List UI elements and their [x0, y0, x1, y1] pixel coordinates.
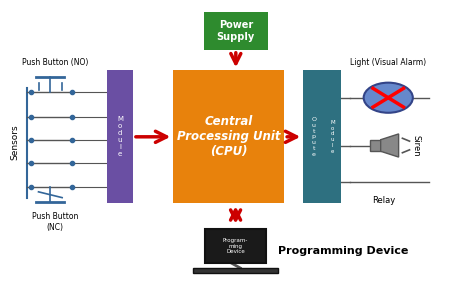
- Text: Light (Visual Alarm): Light (Visual Alarm): [350, 58, 426, 67]
- Text: M
o
d
u
l
e: M o d u l e: [330, 120, 335, 154]
- Text: M
o
d
u
l
e: M o d u l e: [117, 116, 123, 157]
- Text: Relay: Relay: [372, 196, 395, 205]
- Text: Sensors: Sensors: [10, 125, 19, 160]
- Text: Siren: Siren: [412, 135, 421, 156]
- Text: Central
Processing Unit
(CPU): Central Processing Unit (CPU): [177, 115, 281, 158]
- FancyBboxPatch shape: [204, 12, 268, 50]
- Text: Program-
ming
Device: Program- ming Device: [223, 238, 248, 254]
- FancyBboxPatch shape: [107, 70, 133, 203]
- Polygon shape: [193, 268, 278, 273]
- FancyBboxPatch shape: [370, 140, 381, 151]
- FancyBboxPatch shape: [173, 70, 284, 203]
- FancyBboxPatch shape: [324, 70, 341, 203]
- Text: Power
Supply: Power Supply: [217, 20, 255, 42]
- Circle shape: [364, 83, 413, 113]
- FancyBboxPatch shape: [303, 70, 324, 203]
- Text: Push Button
(NC): Push Button (NC): [32, 212, 78, 232]
- Text: Push Button (NO): Push Button (NO): [22, 58, 88, 67]
- Text: O
u
t
p
u
t
e: O u t p u t e: [311, 117, 316, 157]
- Polygon shape: [381, 134, 399, 157]
- Text: Programming Device: Programming Device: [278, 246, 409, 256]
- FancyBboxPatch shape: [205, 230, 266, 263]
